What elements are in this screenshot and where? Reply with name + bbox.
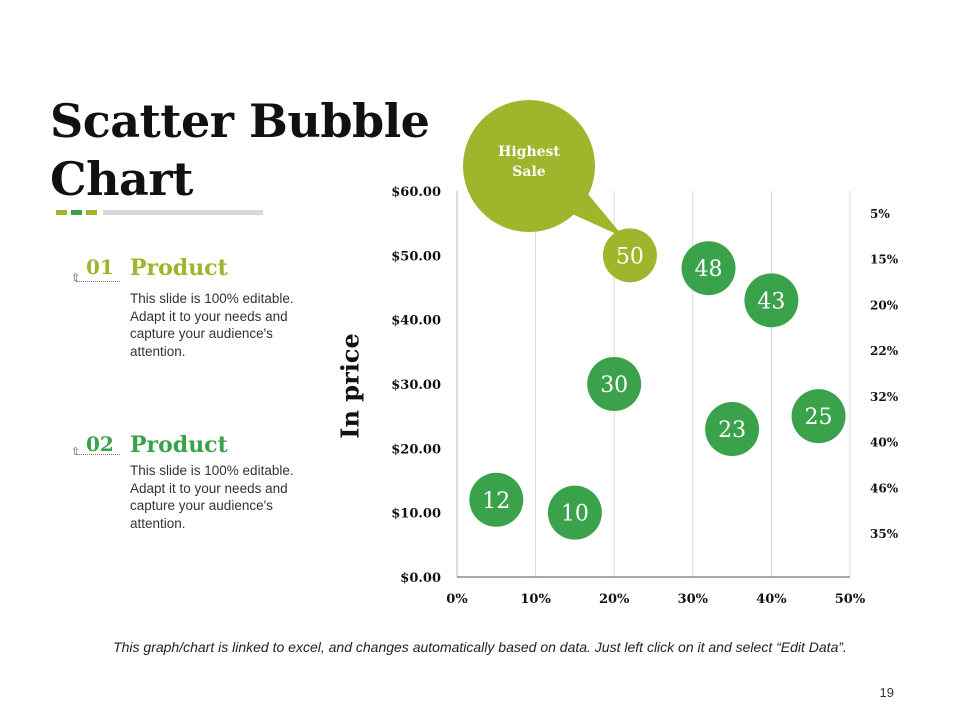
callout-bubble (463, 100, 595, 232)
bubble-label: 10 (561, 502, 589, 527)
bubble-label: 25 (805, 405, 833, 430)
y-tick-label: $60.00 (391, 185, 441, 200)
y-tick-label: $50.00 (391, 249, 441, 264)
footer-note: This graph/chart is linked to excel, and… (113, 639, 847, 655)
product-2-title: Product (130, 432, 228, 458)
data-bubble (705, 402, 760, 457)
x-tick-label: 50% (835, 592, 866, 607)
data-bubble (791, 389, 846, 444)
bubble-label: 50 (616, 244, 644, 269)
title-accent-dash-2 (71, 210, 82, 215)
product-2-number: 02 (86, 432, 114, 456)
x-tick-label: 0% (446, 592, 468, 607)
x-tick-label: 20% (599, 592, 630, 607)
title-underline-bar (103, 210, 263, 215)
bubble-label: 12 (482, 489, 510, 514)
data-bubble (469, 472, 524, 527)
right-percent-label: 32% (870, 390, 899, 404)
y-tick-label: $10.00 (391, 507, 441, 522)
product-2-rule (76, 454, 120, 455)
product-1-title: Product (130, 255, 228, 281)
y-tick-label: $0.00 (400, 571, 441, 586)
callout-text-line-1: Highest (498, 144, 560, 160)
title-accent-dash-1 (56, 210, 67, 215)
title-line-1: Scatter Bubble (50, 94, 430, 148)
bubble-label: 43 (757, 289, 785, 314)
right-percent-label: 15% (870, 253, 899, 267)
data-bubble (681, 241, 736, 296)
right-percent-label: 40% (870, 436, 899, 450)
bubble-label: 23 (718, 418, 746, 443)
y-tick-label: $20.00 (391, 442, 441, 457)
title-accent-dash-3 (86, 210, 97, 215)
x-tick-label: 30% (678, 592, 709, 607)
data-bubble (587, 357, 642, 411)
page-title: Scatter Bubble Chart (50, 92, 430, 208)
product-1-arrow-icon: ⇧ (71, 272, 81, 284)
x-tick-label: 10% (520, 592, 551, 607)
right-percent-label: 35% (870, 527, 899, 541)
data-bubble (547, 485, 602, 540)
product-1-rule (76, 281, 120, 282)
right-percent-label: 20% (870, 298, 899, 312)
right-percent-label: 22% (870, 344, 899, 358)
data-bubble (744, 273, 799, 328)
bubble-label: 30 (600, 373, 628, 398)
page-number: 19 (879, 685, 894, 700)
product-1-description: This slide is 100% editable. Adapt it to… (130, 291, 294, 359)
x-tick-label: 40% (756, 592, 787, 607)
product-2-arrow-icon: ⇧ (71, 446, 81, 458)
y-tick-label: $40.00 (391, 314, 441, 329)
product-2-description: This slide is 100% editable. Adapt it to… (130, 463, 294, 531)
data-bubble (602, 228, 657, 283)
right-percent-label: 5% (870, 207, 890, 221)
bubble-label: 48 (695, 257, 723, 282)
y-tick-label: $30.00 (391, 378, 441, 393)
product-1-number: 01 (86, 255, 114, 279)
title-line-2: Chart (50, 152, 193, 206)
right-percent-label: 46% (870, 481, 899, 495)
callout-text-line-2: Sale (512, 164, 546, 180)
